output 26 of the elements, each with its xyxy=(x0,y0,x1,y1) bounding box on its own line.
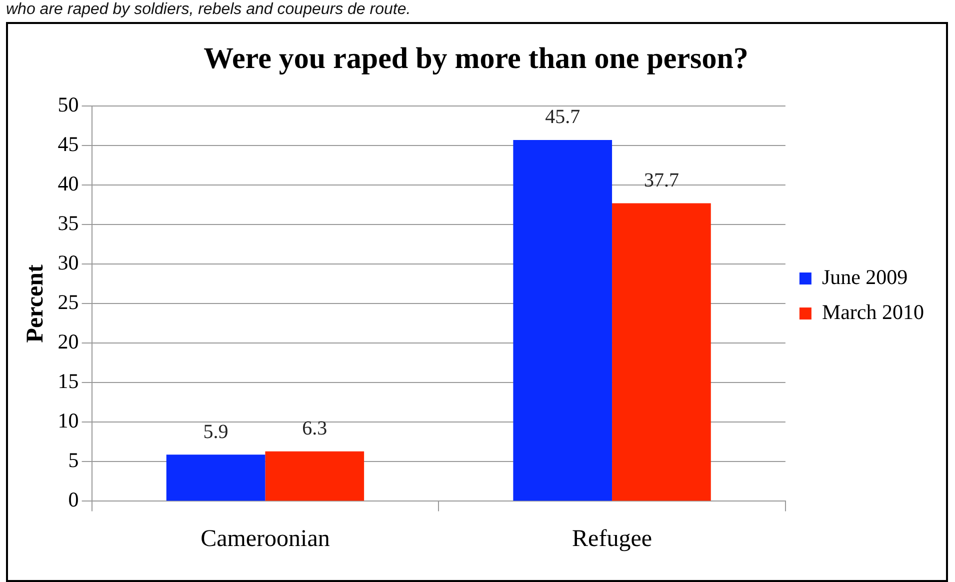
y-tick-label: 10 xyxy=(58,408,79,433)
y-tick-label: 15 xyxy=(58,369,79,394)
data-label: 45.7 xyxy=(545,106,580,128)
bar xyxy=(612,203,711,501)
y-tick-label: 45 xyxy=(58,132,79,156)
y-tick-label: 25 xyxy=(58,290,79,314)
y-tick-label: 40 xyxy=(58,172,79,196)
data-label: 5.9 xyxy=(203,420,228,443)
legend-label: June 2009 xyxy=(822,265,908,290)
text: who are raped by soldiers, rebels and coupeurs de route. xyxy=(5,0,412,20)
y-tick-label: 0 xyxy=(68,488,79,512)
y-tick-label: 5 xyxy=(68,448,79,472)
legend-label: March 2010 xyxy=(822,300,924,324)
x-tick-label: Refugee xyxy=(572,526,652,552)
data-label: 6.3 xyxy=(302,418,328,440)
bar xyxy=(513,140,612,501)
y-axis-title: Percent xyxy=(22,264,49,343)
data-label: 37.7 xyxy=(644,169,679,192)
chart-title: Were you raped by more than one person? xyxy=(204,42,748,75)
bar xyxy=(166,454,266,501)
y-tick-label: 30 xyxy=(58,250,79,275)
y-tick-label: 35 xyxy=(58,211,79,236)
bar xyxy=(265,451,364,501)
y-tick-label: 50 xyxy=(58,92,79,117)
y-tick-label: 20 xyxy=(58,330,79,354)
x-tick-label: Cameroonian xyxy=(200,526,330,552)
